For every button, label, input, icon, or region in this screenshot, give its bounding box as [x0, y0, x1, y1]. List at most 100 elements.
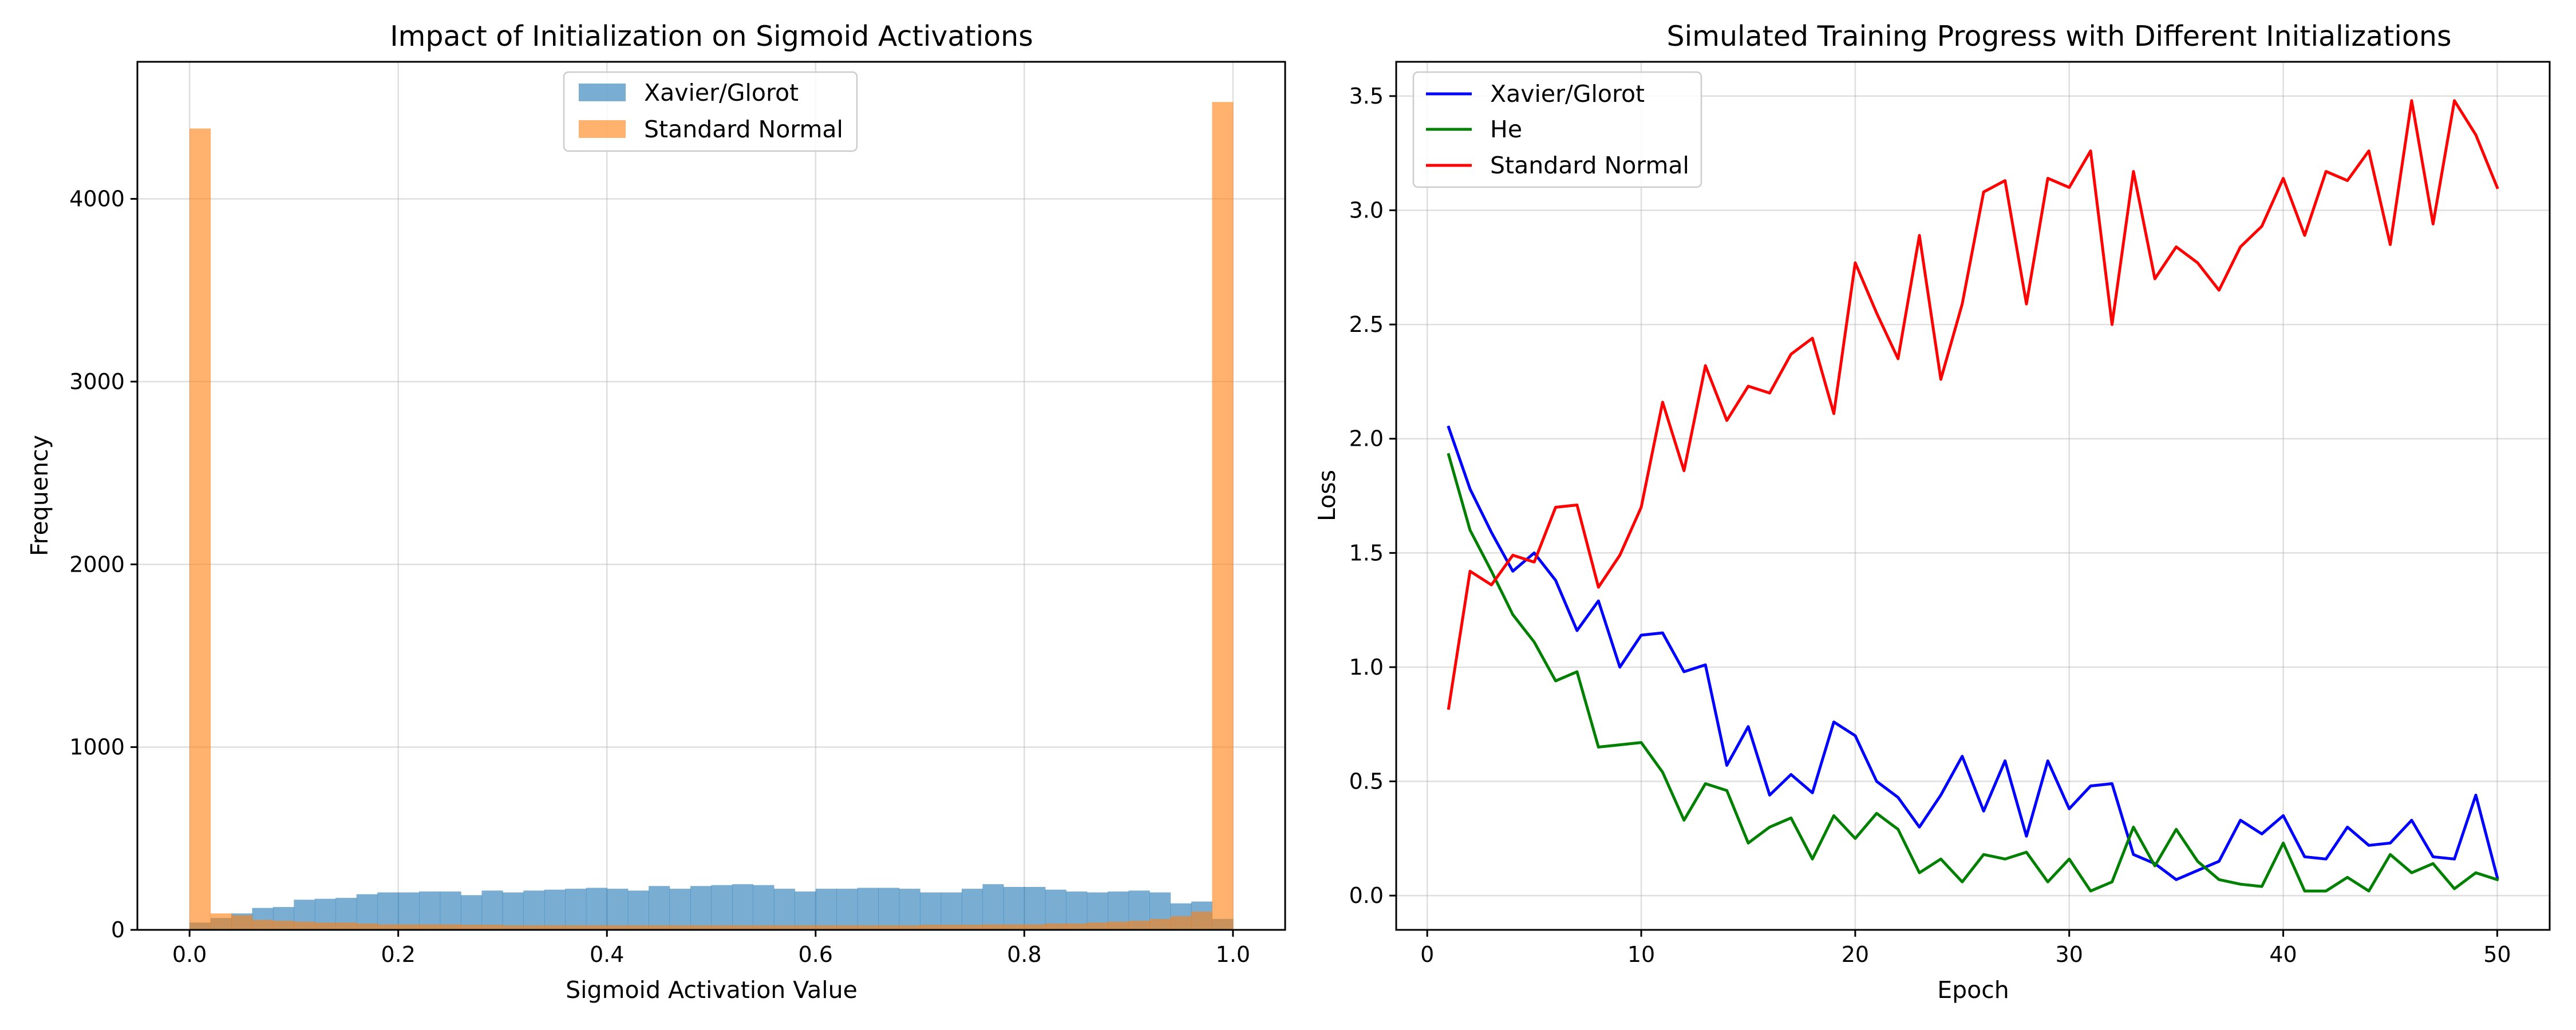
y-tick-label: 1.0: [1349, 655, 1384, 680]
training-loss-y-ticks: 0.0 0.5 1.0 1.5 2.0 2.5 3.0 3.5: [1349, 84, 1396, 908]
histogram-bar-xavier-glorot: [899, 889, 920, 930]
histogram-bar-xavier-glorot: [773, 889, 795, 930]
histogram-bar-xavier-glorot: [857, 888, 879, 930]
histogram-legend: Xavier/Glorot Standard Normal: [563, 71, 858, 152]
histogram-bars: [189, 102, 1234, 930]
histogram-bar-standard-normal: [461, 925, 483, 930]
histogram-bar-xavier-glorot: [920, 892, 942, 930]
y-tick-label: 1000: [69, 735, 125, 760]
histogram-bar-xavier-glorot: [419, 891, 441, 930]
histogram-bar-standard-normal: [231, 915, 253, 930]
histogram-bar-standard-normal: [377, 924, 399, 930]
histogram-bar-standard-normal: [1191, 912, 1213, 930]
y-tick-label: 0.0: [1349, 883, 1384, 908]
histogram-bar-standard-normal: [607, 925, 629, 930]
histogram-bar-standard-normal: [1003, 924, 1025, 930]
histogram-bar-standard-normal: [565, 925, 587, 930]
legend-label-xavier: Xavier/Glorot: [644, 79, 799, 106]
histogram-bar-standard-normal: [1086, 922, 1108, 930]
histogram-bar-standard-normal: [294, 921, 315, 930]
histogram-bar-standard-normal: [1128, 921, 1150, 930]
histogram-bar-standard-normal: [857, 925, 879, 930]
x-tick-label: 20: [1842, 942, 1869, 967]
x-tick-label: 50: [2483, 942, 2511, 967]
histogram-bar-xavier-glorot: [461, 895, 483, 930]
histogram-bar-standard-normal: [815, 925, 837, 930]
training-loss-lines: [1447, 99, 2499, 893]
training-loss-title: Simulated Training Progress with Differe…: [1667, 20, 2452, 53]
histogram-bar-standard-normal: [586, 925, 607, 930]
histogram-bar-xavier-glorot: [481, 890, 503, 930]
histogram-bar-standard-normal: [272, 921, 295, 930]
histogram-bar-standard-normal: [398, 924, 420, 930]
histogram-panel: Impact of Initialization on Sigmoid Acti…: [26, 20, 1286, 1004]
histogram-bar-xavier-glorot: [690, 886, 712, 930]
histogram-bar-xavier-glorot: [440, 891, 461, 930]
x-tick-label: 0.8: [1007, 942, 1041, 967]
histogram-bar-xavier-glorot: [649, 886, 670, 930]
x-tick-label: 40: [2269, 942, 2297, 967]
histogram-bar-standard-normal: [669, 925, 691, 930]
histogram-bar-standard-normal: [773, 925, 795, 930]
histogram-y-axis-label: Frequency: [26, 435, 53, 556]
histogram-bar-standard-normal: [711, 925, 733, 930]
histogram-bar-xavier-glorot: [1045, 889, 1066, 930]
histogram-bar-standard-normal: [690, 925, 712, 930]
legend-label-he: He: [1490, 116, 1522, 143]
histogram-bar-standard-normal: [920, 925, 942, 930]
histogram-bar-standard-normal: [252, 920, 274, 930]
histogram-y-ticks: 0 1000 2000 3000 4000: [69, 187, 137, 942]
y-tick-label: 3.5: [1349, 84, 1384, 109]
x-tick-label: 1.0: [1216, 942, 1250, 967]
histogram-bar-xavier-glorot: [753, 885, 775, 930]
histogram-bar-standard-normal: [795, 925, 816, 930]
loss-line-he: [1447, 453, 2499, 893]
histogram-bar-xavier-glorot: [627, 890, 649, 930]
x-tick-label: 0.2: [381, 942, 415, 967]
histogram-bar-standard-normal: [440, 924, 461, 930]
legend-swatch-standard-normal: [579, 120, 626, 138]
histogram-bar-standard-normal: [1170, 916, 1192, 930]
histogram-bar-xavier-glorot: [836, 889, 858, 930]
y-tick-label: 4000: [69, 187, 125, 212]
histogram-bar-standard-normal: [481, 925, 503, 930]
histogram-bar-standard-normal: [314, 922, 336, 930]
y-tick-label: 3.0: [1349, 197, 1384, 223]
histogram-bar-standard-normal: [419, 924, 441, 930]
legend-swatch-xavier: [579, 84, 626, 101]
histogram-bar-standard-normal: [544, 925, 566, 930]
histogram-bar-xavier-glorot: [815, 889, 837, 930]
histogram-x-ticks: 0.0 0.2 0.4 0.6 0.8 1.0: [172, 930, 1250, 967]
histogram-bar-standard-normal: [1066, 923, 1088, 930]
histogram-bar-xavier-glorot: [711, 885, 733, 930]
histogram-bar-standard-normal: [982, 924, 1004, 930]
histogram-grid: [137, 62, 1285, 931]
y-tick-label: 2.5: [1349, 312, 1384, 337]
histogram-bar-xavier-glorot: [607, 889, 629, 930]
training-loss-grid: [1396, 62, 2550, 930]
histogram-bar-standard-normal: [356, 923, 378, 930]
histogram-bar-xavier-glorot: [732, 884, 754, 930]
histogram-bar-standard-normal: [1024, 924, 1046, 930]
histogram-bar-standard-normal: [732, 925, 754, 930]
x-tick-label: 10: [1627, 942, 1655, 967]
x-tick-label: 0.0: [172, 942, 207, 967]
histogram-bar-standard-normal: [1149, 918, 1171, 930]
training-loss-panel: Simulated Training Progress with Differe…: [1313, 20, 2551, 1004]
histogram-bar-standard-normal: [502, 925, 524, 930]
training-loss-y-axis-label: Loss: [1313, 470, 1341, 521]
training-loss-x-axis-label: Epoch: [1937, 976, 2009, 1004]
y-tick-label: 0.5: [1349, 769, 1384, 794]
histogram-bar-standard-normal: [335, 922, 357, 930]
histogram-bar-xavier-glorot: [565, 889, 587, 930]
histogram-bar-xavier-glorot: [523, 890, 545, 930]
loss-line-xavier-glorot: [1447, 425, 2499, 881]
histogram-bar-standard-normal: [627, 925, 649, 930]
histogram-bar-standard-normal: [1108, 921, 1129, 930]
histogram-bar-xavier-glorot: [941, 892, 962, 930]
y-tick-label: 3000: [69, 369, 125, 394]
histogram-bar-xavier-glorot: [586, 888, 607, 930]
histogram-bar-standard-normal: [878, 925, 900, 930]
training-loss-x-ticks: 0 10 20 30 40 50: [1420, 930, 2511, 967]
